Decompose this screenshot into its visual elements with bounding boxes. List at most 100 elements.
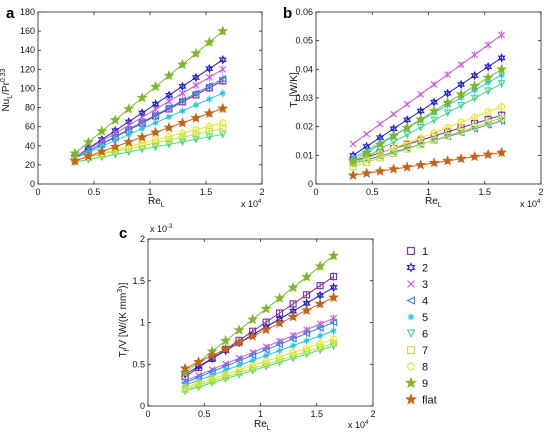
x-tick-label: 0 [145, 409, 150, 419]
panel-c-x-exponent: x 104 [348, 420, 369, 430]
data-point-flat [455, 152, 467, 164]
fit-line-2 [74, 59, 224, 158]
data-point-5 [317, 332, 324, 339]
legend-item-7: 7 [407, 345, 428, 357]
fit-line-3 [184, 317, 334, 382]
panel-c-y-exponent: x 10-3 [150, 224, 173, 234]
x-tick-label: 1 [258, 409, 263, 419]
data-point-8 [457, 118, 465, 126]
fit-line-8 [352, 106, 502, 165]
y-tick-label: 160 [20, 26, 35, 36]
data-point-8 [138, 139, 146, 147]
series-9 [179, 249, 340, 378]
data-point-flat [96, 145, 108, 157]
legend-label: 5 [422, 312, 428, 324]
data-point-8 [363, 155, 371, 163]
data-point-5 [290, 342, 297, 349]
data-point-3 [376, 120, 384, 128]
fit-line-5 [74, 92, 224, 159]
fit-line-2 [184, 286, 334, 375]
data-point-2 [443, 88, 452, 99]
data-point-flat [220, 343, 232, 354]
data-point-8 [262, 357, 270, 365]
y-tick-label: 100 [20, 83, 35, 93]
data-point-8 [303, 344, 311, 352]
data-point-9 [274, 292, 286, 303]
panel-a-ylabel: NuL/Pr0.33 [0, 68, 14, 111]
data-point-flat [136, 131, 148, 142]
data-point-6 [416, 123, 425, 132]
legend-label: 8 [422, 362, 428, 374]
data-point-9 [177, 58, 188, 70]
fit-line-7 [184, 342, 334, 390]
data-point-6 [457, 102, 466, 110]
y-tick-label: 0.01 [295, 150, 313, 160]
data-point-flat [193, 356, 205, 367]
data-point-3 [303, 326, 311, 334]
data-point-9 [136, 92, 148, 103]
svg-text:x 104: x 104 [241, 199, 262, 209]
fit-line-7 [352, 117, 502, 168]
svg-text:x 104: x 104 [348, 420, 369, 430]
data-point-2 [178, 81, 187, 92]
data-point-4 [315, 324, 324, 332]
series-flat [179, 291, 340, 374]
data-point-8 [417, 134, 425, 142]
data-point-8 [276, 353, 284, 361]
svg-text:ReL: ReL [148, 196, 165, 209]
data-point-flat [260, 323, 272, 335]
data-point-8 [430, 129, 438, 137]
data-point-9 [69, 147, 81, 159]
data-point-2 [457, 79, 466, 90]
data-point-9 [401, 121, 413, 133]
data-point-4 [191, 89, 200, 98]
data-point-9 [415, 113, 427, 125]
y-tick-label: 0.02 [295, 122, 313, 132]
x-tick-label: 1 [426, 187, 431, 197]
series-flat [347, 146, 508, 181]
y-tick-label: 0.5 [132, 359, 145, 369]
legend-item-4: 4 [406, 296, 428, 308]
data-point-2 [470, 70, 479, 81]
x-tick-label: 1.5 [200, 187, 213, 197]
y-tick-label: 2 [140, 234, 145, 244]
legend-marker-8 [407, 362, 415, 371]
legend: 1 2 3 4 5 6 7 8 9 flat [405, 246, 437, 407]
data-point-1 [303, 291, 311, 299]
data-point-flat [179, 362, 191, 374]
data-point-flat [361, 167, 373, 178]
legend-marker-6 [406, 329, 416, 339]
data-point-flat [388, 163, 400, 174]
data-point-7 [430, 136, 438, 144]
data-point-3 [363, 130, 371, 138]
legend-marker-3 [407, 280, 415, 288]
data-point-7 [390, 149, 398, 158]
data-point-5 [206, 96, 213, 103]
data-point-9 [314, 260, 326, 271]
y-tick-label: 20 [25, 160, 35, 170]
panel-c: c x 10-3 Tf/V [W/(K mm3)] ReL x 104 [117, 224, 369, 432]
panel-c-letter: c [119, 225, 127, 242]
data-point-2 [191, 72, 201, 83]
data-point-4 [234, 356, 243, 365]
x-tick-label: 0.5 [88, 187, 101, 197]
data-point-5 [276, 347, 283, 354]
data-point-9 [287, 281, 299, 293]
data-point-8 [484, 108, 492, 116]
series-3 [181, 314, 338, 385]
panel-a-letter: a [6, 5, 15, 22]
svg-text:x 104: x 104 [520, 199, 541, 209]
data-point-9 [82, 136, 94, 147]
fit-line-8 [184, 338, 334, 389]
series-3 [349, 30, 506, 148]
data-point-flat [82, 150, 94, 161]
data-point-3 [403, 100, 411, 108]
data-point-9 [347, 155, 359, 166]
x-tick-label: 1 [147, 187, 152, 197]
panel-a-x-exponent: x 104 [241, 199, 262, 209]
data-point-flat [206, 349, 218, 361]
data-point-8 [235, 366, 243, 374]
series-7 [349, 113, 506, 171]
